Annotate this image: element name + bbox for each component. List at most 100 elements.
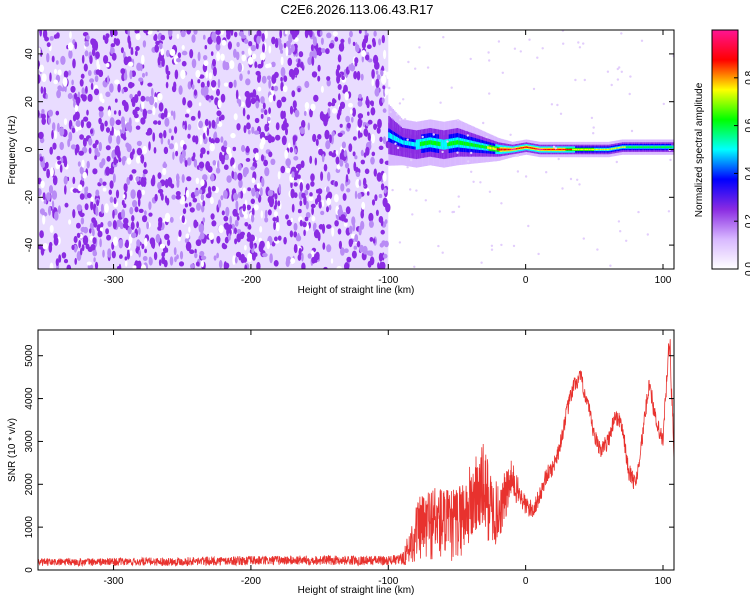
signal-cell bbox=[424, 141, 426, 146]
sparse-speckle bbox=[490, 244, 494, 247]
noise-speckle bbox=[81, 159, 85, 168]
noise-speckle bbox=[163, 146, 169, 155]
noise-speckle bbox=[329, 134, 332, 144]
noise-speckle bbox=[81, 244, 85, 252]
noise-speckle bbox=[86, 109, 89, 116]
noise-speckle bbox=[157, 181, 162, 190]
sparse-speckle bbox=[470, 151, 473, 155]
noise-speckle bbox=[221, 210, 225, 216]
noise-speckle bbox=[43, 199, 47, 204]
noise-speckle bbox=[206, 80, 210, 88]
signal-cell bbox=[417, 142, 419, 147]
noise-speckle bbox=[129, 174, 133, 181]
noise-speckle bbox=[86, 160, 90, 169]
noise-speckle bbox=[108, 167, 114, 175]
signal-cell bbox=[542, 148, 544, 151]
noise-speckle bbox=[277, 171, 281, 180]
sparse-speckle bbox=[616, 78, 620, 81]
noise-speckle bbox=[94, 147, 99, 155]
signal-cell bbox=[528, 146, 530, 149]
signal-cell bbox=[672, 146, 674, 148]
noise-speckle bbox=[190, 115, 196, 121]
noise-speckle bbox=[82, 137, 87, 147]
signal-cell bbox=[649, 146, 651, 148]
noise-speckle bbox=[174, 142, 179, 152]
noise-speckle bbox=[344, 248, 349, 253]
noise-speckle bbox=[86, 192, 92, 199]
signal-cell bbox=[513, 148, 515, 150]
noise-speckle bbox=[198, 74, 205, 79]
noise-speckle bbox=[78, 240, 82, 249]
signal-cell bbox=[430, 140, 433, 145]
sparse-speckle bbox=[569, 177, 573, 181]
noise-speckle bbox=[179, 250, 184, 260]
noise-speckle bbox=[352, 222, 356, 232]
noise-speckle bbox=[285, 167, 291, 173]
noise-speckle bbox=[159, 42, 163, 50]
noise-speckle bbox=[142, 169, 148, 175]
noise-speckle bbox=[325, 186, 330, 193]
noise-speckle bbox=[326, 32, 332, 39]
noise-speckle bbox=[38, 188, 42, 197]
noise-speckle bbox=[328, 204, 332, 211]
noise-speckle bbox=[315, 251, 320, 261]
y-tick-label: 0 bbox=[24, 146, 35, 152]
noise-speckle bbox=[316, 194, 322, 203]
signal-cell bbox=[544, 148, 547, 151]
sparse-speckle bbox=[617, 220, 621, 223]
noise-speckle bbox=[141, 243, 145, 250]
noise-speckle bbox=[95, 139, 99, 145]
noise-speckle bbox=[253, 147, 259, 154]
noise-speckle bbox=[281, 96, 287, 103]
signal-cell bbox=[521, 147, 524, 149]
noise-speckle bbox=[297, 174, 301, 179]
signal-cell bbox=[531, 147, 533, 149]
sparse-speckle bbox=[403, 118, 407, 121]
noise-speckle bbox=[312, 36, 317, 46]
colorbar-gradient bbox=[711, 29, 739, 270]
sparse-speckle bbox=[497, 40, 501, 43]
noise-speckle bbox=[142, 215, 148, 223]
noise-speckle bbox=[295, 170, 299, 178]
noise-speckle bbox=[271, 61, 276, 68]
noise-speckle bbox=[84, 187, 87, 193]
noise-speckle bbox=[286, 256, 292, 264]
noise-speckle bbox=[211, 31, 217, 42]
noise-speckle bbox=[227, 41, 232, 50]
signal-cell bbox=[608, 148, 610, 151]
noise-speckle bbox=[197, 110, 201, 119]
sparse-speckle bbox=[421, 135, 424, 139]
signal-cell bbox=[634, 146, 636, 148]
noise-speckle bbox=[363, 128, 368, 137]
noise-speckle bbox=[287, 57, 293, 66]
noise-speckle bbox=[126, 251, 130, 260]
signal-cell bbox=[527, 146, 529, 148]
signal-cell bbox=[450, 141, 452, 146]
signal-cell bbox=[468, 142, 470, 147]
noise-speckle bbox=[120, 47, 124, 54]
sparse-speckle bbox=[630, 129, 634, 133]
noise-speckle bbox=[371, 151, 376, 157]
noise-speckle bbox=[293, 222, 298, 231]
noise-speckle bbox=[229, 152, 233, 160]
noise-speckle bbox=[198, 120, 204, 129]
noise-speckle bbox=[98, 106, 104, 112]
noise-speckle bbox=[146, 109, 153, 114]
noise-speckle bbox=[164, 108, 168, 118]
noise-speckle bbox=[248, 41, 253, 47]
noise-speckle bbox=[153, 35, 156, 41]
signal-cell bbox=[635, 146, 638, 148]
noise-speckle bbox=[170, 183, 175, 189]
noise-speckle bbox=[299, 127, 305, 135]
noise-speckle bbox=[109, 196, 114, 203]
noise-speckle bbox=[210, 138, 215, 145]
signal-cell bbox=[641, 146, 643, 148]
noise-speckle bbox=[123, 72, 128, 81]
noise-speckle bbox=[53, 34, 58, 39]
noise-speckle bbox=[352, 41, 356, 47]
noise-speckle bbox=[224, 154, 229, 161]
noise-speckle bbox=[104, 203, 109, 214]
noise-speckle bbox=[62, 77, 68, 87]
noise-speckle bbox=[372, 238, 376, 244]
noise-speckle bbox=[181, 195, 185, 203]
